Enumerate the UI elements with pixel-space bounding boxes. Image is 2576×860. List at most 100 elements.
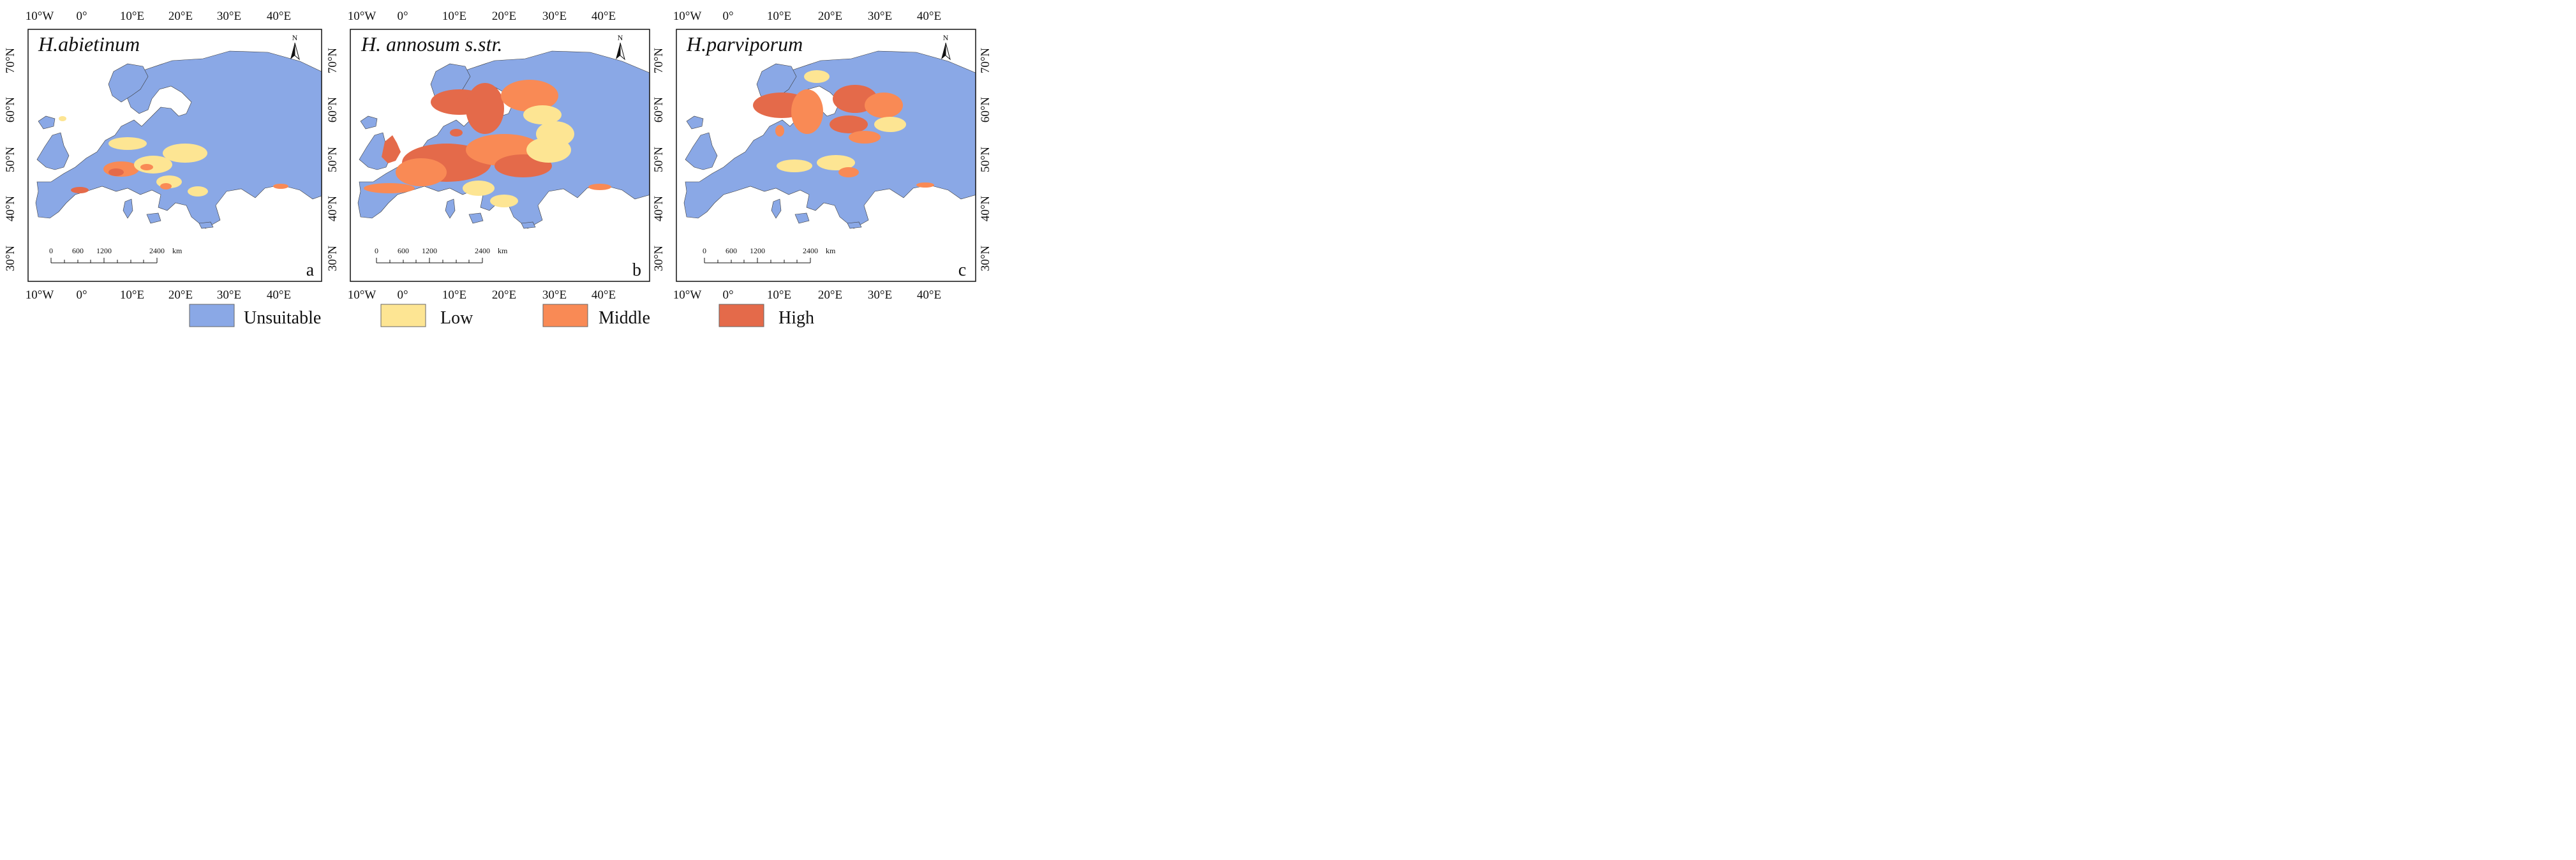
lat-tick-label: 50°N (326, 147, 339, 173)
lon-tick-label: 40°E (267, 10, 291, 23)
figure: 10°W 0° 10°E 20°E 30°E 40°E 10°W 0° 10°E 20°E 30°… (4, 10, 992, 328)
map-frame-b (350, 29, 650, 282)
europe-landmass (35, 50, 322, 229)
suitability-layer-a (59, 116, 288, 196)
panel-title-a: H.abietinum (38, 33, 140, 56)
legend-item-middle: Middle (542, 304, 650, 328)
scale-label-2400: 2400 (803, 246, 818, 255)
lon-ticks-top-c: 10°W 0° 10°E 20°E 30°E 40°E (673, 10, 941, 23)
lon-tick-label: 40°E (592, 288, 616, 302)
lon-tick-label: 10°E (767, 10, 791, 23)
lat-ticks-c: 70°N 60°N 50°N 40°N 30°N 70°N 60°N 50°N 40°N 30°N (652, 48, 992, 272)
north-arrow-a: N (290, 33, 300, 61)
lon-ticks-top-a: 10°W 0° 10°E 20°E 30°E 40°E (26, 10, 291, 23)
panel-title-c: H.parviporum (686, 33, 803, 56)
lon-ticks-bottom-a: 10°W 0° 10°E 20°E 30°E 40°E (26, 288, 291, 302)
legend-item-high: High (718, 304, 814, 328)
lon-tick-label: 30°E (542, 10, 567, 23)
lat-tick-label: 40°N (4, 196, 17, 222)
scale-label-600: 600 (726, 246, 737, 255)
lat-tick-label: 50°N (979, 147, 992, 173)
lon-tick-label: 40°E (592, 10, 616, 23)
lon-tick-label: 40°E (917, 10, 941, 23)
lon-tick-label: 30°E (217, 10, 241, 23)
scale-unit: km (826, 246, 836, 255)
lon-tick-label: 0° (397, 10, 408, 23)
scale-label-2400: 2400 (149, 246, 165, 255)
europe-landmass (683, 50, 976, 229)
scale-unit: km (172, 246, 182, 255)
legend-label-low: Low (440, 308, 473, 328)
scale-label-1200: 1200 (422, 246, 437, 255)
lat-tick-label: 50°N (4, 147, 17, 173)
lat-tick-label: 40°N (652, 196, 666, 222)
map-frame-c (676, 29, 976, 282)
scale-label-2400: 2400 (475, 246, 490, 255)
legend-swatch-unsuitable (189, 304, 235, 327)
lat-tick-label: 60°N (979, 97, 992, 123)
scale-label-0: 0 (49, 246, 53, 255)
lon-tick-label: 40°E (267, 288, 291, 302)
lon-tick-label: 0° (76, 10, 87, 23)
scale-bar-c: 0 600 1200 2400 km (703, 246, 836, 263)
north-arrow-label: N (943, 33, 949, 42)
suitability-layer-c (753, 70, 934, 188)
scale-label-1200: 1200 (750, 246, 765, 255)
suitability-layer-b (364, 80, 611, 207)
lon-tick-label: 0° (76, 288, 87, 302)
lon-tick-label: 10°W (673, 288, 702, 302)
lon-tick-label: 10°W (26, 288, 54, 302)
lat-tick-label: 60°N (652, 97, 666, 123)
lon-tick-label: 10°E (442, 288, 466, 302)
lon-tick-label: 10°W (348, 10, 376, 23)
map-panel-a: 10°W 0° 10°E 20°E 30°E 40°E 10°W 0° 10°E 20°E 30°… (4, 10, 322, 302)
lon-tick-label: 30°E (542, 288, 567, 302)
lat-tick-label: 70°N (979, 48, 992, 74)
lat-tick-label: 70°N (326, 48, 339, 74)
legend-label-unsuitable: Unsuitable (244, 308, 321, 328)
lat-tick-label: 60°N (4, 97, 17, 123)
north-arrow-b: N (616, 33, 625, 61)
scale-label-0: 0 (375, 246, 378, 255)
scale-label-600: 600 (398, 246, 409, 255)
lon-ticks-bottom-b: 10°W 0° 10°E 20°E 30°E 40°E (348, 288, 616, 302)
north-arrow-label: N (292, 33, 298, 42)
lat-tick-label: 70°N (4, 48, 17, 74)
legend-item-unsuitable: Unsuitable (189, 304, 321, 328)
lon-ticks-bottom-c: 10°W 0° 10°E 20°E 30°E 40°E (673, 288, 941, 302)
lat-tick-label: 70°N (652, 48, 666, 74)
lon-tick-label: 20°E (492, 10, 516, 23)
scale-label-0: 0 (703, 246, 706, 255)
lon-tick-label: 20°E (818, 288, 842, 302)
lon-tick-label: 10°E (120, 288, 144, 302)
legend-label-middle: Middle (599, 308, 650, 328)
lon-tick-label: 20°E (168, 10, 193, 23)
lon-tick-label: 10°E (767, 288, 791, 302)
scale-label-600: 600 (72, 246, 84, 255)
panel-letter-c: c (958, 260, 966, 280)
legend-item-low: Low (380, 304, 473, 328)
lat-tick-label: 50°N (652, 147, 666, 173)
lat-tick-label: 30°N (326, 246, 339, 272)
lon-tick-label: 40°E (917, 288, 941, 302)
scale-bar-b: 0 600 1200 2400 km (375, 246, 508, 263)
map-frame-a (27, 29, 322, 282)
north-arrow-label: N (618, 33, 623, 42)
lat-tick-label: 30°N (979, 246, 992, 272)
lon-tick-label: 0° (397, 288, 408, 302)
legend-swatch-low (380, 304, 426, 327)
lon-tick-label: 20°E (492, 288, 516, 302)
scale-label-1200: 1200 (96, 246, 112, 255)
lon-tick-label: 30°E (868, 10, 892, 23)
lon-tick-label: 10°W (348, 288, 376, 302)
lon-tick-label: 0° (722, 288, 733, 302)
legend-label-high: High (778, 308, 814, 328)
lat-ticks-b: 70°N 60°N 50°N 40°N 30°N (326, 48, 339, 272)
scale-unit: km (498, 246, 508, 255)
lon-tick-label: 30°E (868, 288, 892, 302)
panel-title-b: H. annosum s.str. (361, 33, 502, 56)
map-panel-b: 10°W 0° 10°E 20°E 30°E 40°E 10°W 0° 10°E 20°E 30°… (326, 10, 650, 302)
map-panel-c: 10°W 0° 10°E 20°E 30°E 40°E 10°W 0° 10°E 20°E 30°… (652, 10, 992, 302)
lon-tick-label: 10°W (673, 10, 702, 23)
lon-tick-label: 0° (722, 10, 733, 23)
